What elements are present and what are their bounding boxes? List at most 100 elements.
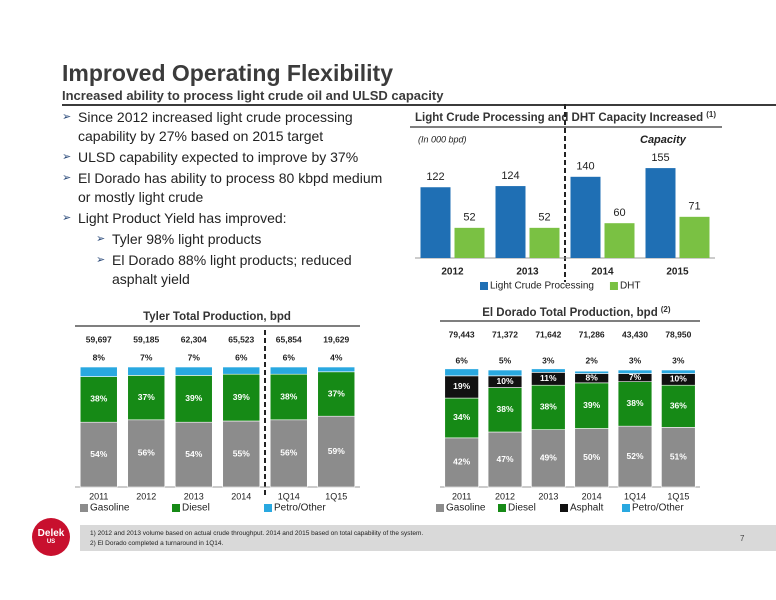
bar-segment bbox=[531, 429, 566, 488]
total-label: 59,697 bbox=[86, 334, 112, 344]
value-label: 122 bbox=[426, 171, 444, 183]
value-label: 7% bbox=[629, 372, 642, 382]
x-tick-label: 1Q14 bbox=[624, 491, 646, 501]
bar-segment bbox=[444, 437, 479, 488]
bar-segment bbox=[617, 369, 653, 374]
total-label: 71,642 bbox=[535, 329, 561, 339]
bullet: Since 2012 increased light crude process… bbox=[62, 108, 392, 146]
value-label: 52 bbox=[538, 212, 550, 224]
value-label: 56% bbox=[138, 448, 155, 458]
value-label: 51% bbox=[670, 451, 687, 461]
bar-segment bbox=[269, 373, 308, 421]
value-label: 52% bbox=[626, 451, 643, 461]
bar-segment bbox=[531, 384, 566, 430]
bar bbox=[420, 187, 451, 258]
footnote: 2) El Dorado completed a turnaround in 1… bbox=[90, 540, 224, 547]
value-label: 60 bbox=[613, 207, 625, 219]
value-label: 6% bbox=[283, 352, 296, 362]
bar-segment bbox=[222, 366, 261, 375]
bar bbox=[495, 186, 526, 258]
sub-bullet: Tyler 98% light products bbox=[96, 230, 392, 249]
bar-segment bbox=[269, 366, 308, 375]
bar-segment bbox=[531, 368, 566, 373]
chart-title: Light Crude Processing and DHT Capacity … bbox=[415, 112, 703, 124]
value-label: 8% bbox=[93, 352, 106, 362]
bar-segment bbox=[269, 419, 308, 488]
bar-segment bbox=[174, 375, 213, 423]
legend-label: Gasoline bbox=[446, 503, 486, 514]
bar-segment bbox=[574, 370, 609, 374]
bar-segment bbox=[444, 397, 479, 439]
x-tick-label: 2014 bbox=[231, 491, 251, 501]
legend-label: Petro/Other bbox=[632, 503, 684, 514]
legend-label: Asphalt bbox=[570, 503, 604, 514]
title-note: (2) bbox=[661, 305, 671, 314]
x-tick-label: 2013 bbox=[538, 491, 558, 501]
total-label: 62,304 bbox=[181, 334, 207, 344]
x-tick-label: 2011 bbox=[89, 491, 108, 501]
bar-segment bbox=[617, 425, 653, 488]
bar-segment bbox=[222, 373, 261, 422]
value-label: 6% bbox=[456, 355, 469, 365]
value-label: 37% bbox=[138, 392, 155, 402]
value-label: 59% bbox=[328, 446, 345, 456]
legend-swatch bbox=[264, 504, 272, 512]
footnote: 1) 2012 and 2013 volume based on actual … bbox=[90, 530, 424, 537]
value-label: 38% bbox=[496, 404, 513, 414]
x-tick-label: 2014 bbox=[591, 267, 614, 278]
x-tick-label: 2015 bbox=[666, 267, 689, 278]
legend-swatch bbox=[172, 504, 180, 512]
value-label: 10% bbox=[670, 374, 687, 384]
value-label: 39% bbox=[583, 400, 600, 410]
value-label: 47% bbox=[496, 454, 513, 464]
value-label: 140 bbox=[576, 161, 594, 173]
legend-label: Light Crude Processing bbox=[490, 281, 594, 292]
bullet: El Dorado has ability to process 80 kbpd… bbox=[62, 169, 392, 207]
sub-bullet: El Dorado 88% light products; reduced as… bbox=[96, 251, 392, 289]
x-tick-label: 2014 bbox=[582, 491, 602, 501]
legend-swatch bbox=[622, 504, 630, 512]
bar-segment bbox=[661, 384, 696, 428]
logo-name: Delek bbox=[37, 528, 65, 539]
value-label: 49% bbox=[540, 453, 557, 463]
value-label: 71 bbox=[688, 201, 700, 213]
legend-label: Gasoline bbox=[90, 503, 130, 514]
value-label: 54% bbox=[185, 449, 202, 459]
total-label: 59,185 bbox=[133, 334, 159, 344]
value-label: 39% bbox=[233, 392, 250, 402]
x-tick-label: 1Q14 bbox=[278, 491, 300, 501]
legend-swatch bbox=[498, 504, 506, 512]
value-label: 36% bbox=[670, 401, 687, 411]
value-label: 10% bbox=[496, 376, 513, 386]
value-label: 7% bbox=[188, 352, 201, 362]
value-label: 4% bbox=[330, 352, 343, 362]
bar-segment bbox=[222, 420, 261, 488]
page-number: 7 bbox=[740, 534, 745, 543]
value-label: 11% bbox=[540, 373, 557, 383]
bar bbox=[679, 216, 710, 258]
bullet: Light Product Yield has improved: bbox=[62, 209, 392, 228]
slide-subtitle: Increased ability to process light crude… bbox=[62, 88, 444, 103]
total-label: 65,523 bbox=[228, 334, 254, 344]
bar-segment bbox=[317, 371, 356, 417]
value-label: 5% bbox=[499, 355, 512, 365]
legend-swatch bbox=[80, 504, 88, 512]
x-tick-label: 1Q15 bbox=[325, 491, 347, 501]
value-label: 124 bbox=[501, 170, 519, 182]
bar bbox=[604, 223, 635, 258]
bar-segment bbox=[127, 366, 166, 376]
annotation: Capacity bbox=[640, 134, 687, 146]
total-label: 79,443 bbox=[449, 329, 475, 339]
value-label: 54% bbox=[90, 449, 107, 459]
bar bbox=[529, 227, 560, 258]
bar-segment bbox=[79, 421, 118, 488]
footnotes: 1) 2012 and 2013 volume based on actual … bbox=[80, 525, 776, 551]
legend-label: Diesel bbox=[182, 503, 210, 514]
value-label: 38% bbox=[280, 391, 297, 401]
logo: Delek US bbox=[32, 518, 70, 556]
annotation: (In 000 bpd) bbox=[418, 134, 467, 144]
x-tick-label: 2011 bbox=[452, 491, 471, 501]
total-label: 71,286 bbox=[579, 329, 605, 339]
value-label: 52 bbox=[463, 212, 475, 224]
